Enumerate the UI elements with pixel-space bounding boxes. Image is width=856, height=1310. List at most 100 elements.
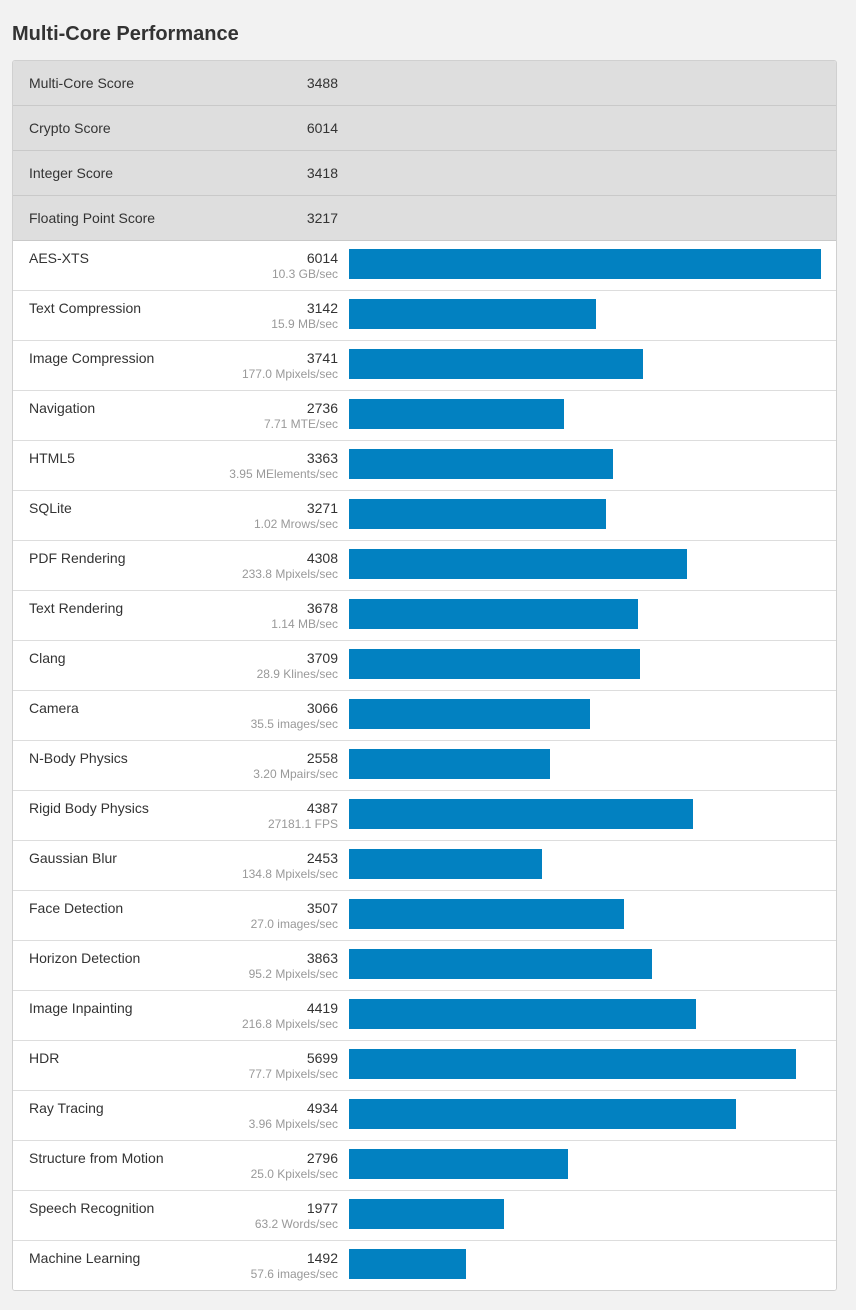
- benchmark-bar: [349, 249, 821, 279]
- bar-track: [349, 299, 821, 329]
- benchmark-bar: [349, 849, 542, 879]
- benchmark-name: PDF Rendering: [29, 550, 126, 566]
- benchmark-bar: [349, 549, 687, 579]
- benchmark-row: Rigid Body Physics 4387 27181.1 FPS: [13, 791, 836, 841]
- benchmark-list: AES-XTS 6014 10.3 GB/sec Text Compression 31…: [13, 241, 836, 1290]
- benchmark-score: 6014: [306, 250, 338, 266]
- benchmark-rate: 10.3 GB/sec: [271, 267, 338, 281]
- benchmark-row: Speech Recognition 1977 63.2 Words/sec: [13, 1191, 836, 1241]
- benchmark-row: HDR 5699 77.7 Mpixels/sec: [13, 1041, 836, 1091]
- benchmark-score: 4934: [306, 1100, 338, 1116]
- benchmark-score: 2736: [306, 400, 338, 416]
- benchmark-bar: [349, 349, 643, 379]
- benchmark-bar: [349, 599, 638, 629]
- benchmark-rate: 63.2 Words/sec: [254, 1217, 338, 1231]
- benchmark-name: Ray Tracing: [29, 1100, 104, 1116]
- bar-track: [349, 1149, 821, 1179]
- summary-label: Multi-Core Score: [29, 75, 135, 91]
- benchmark-name: Navigation: [29, 400, 96, 416]
- benchmark-bar: [349, 899, 624, 929]
- summary-label: Integer Score: [29, 165, 114, 181]
- bar-track: [349, 249, 821, 279]
- benchmark-name: HTML5: [29, 450, 75, 466]
- bar-track: [349, 499, 821, 529]
- benchmark-row: HTML5 3363 3.95 MElements/sec: [13, 441, 836, 491]
- benchmark-bar: [349, 949, 652, 979]
- benchmark-rate: 35.5 images/sec: [250, 717, 338, 731]
- benchmark-score: 3678: [306, 600, 338, 616]
- benchmark-rate: 15.9 MB/sec: [271, 317, 338, 331]
- benchmark-row: Text Rendering 3678 1.14 MB/sec: [13, 591, 836, 641]
- benchmark-bar: [349, 1049, 796, 1079]
- benchmark-bar: [349, 649, 640, 679]
- benchmark-row: Face Detection 3507 27.0 images/sec: [13, 891, 836, 941]
- summary-label: Crypto Score: [29, 120, 111, 136]
- benchmark-name: Camera: [29, 700, 79, 716]
- benchmark-row: Text Compression 3142 15.9 MB/sec: [13, 291, 836, 341]
- benchmark-name: Image Inpainting: [29, 1000, 133, 1016]
- benchmark-bar: [349, 499, 606, 529]
- benchmark-name: Structure from Motion: [29, 1150, 164, 1166]
- benchmark-rate: 95.2 Mpixels/sec: [248, 967, 338, 981]
- benchmark-rate: 77.7 Mpixels/sec: [248, 1067, 338, 1081]
- benchmark-row: Image Compression 3741 177.0 Mpixels/sec: [13, 341, 836, 391]
- page-title: Multi-Core Performance: [12, 23, 239, 45]
- bar-track: [349, 349, 821, 379]
- bar-track: [349, 949, 821, 979]
- bar-track: [349, 849, 821, 879]
- summary-label: Floating Point Score: [29, 210, 156, 226]
- benchmark-score: 2796: [306, 1150, 338, 1166]
- benchmark-score: 4387: [306, 800, 338, 816]
- benchmark-rate: 134.8 Mpixels/sec: [241, 867, 338, 881]
- bar-track: [349, 549, 821, 579]
- benchmark-bar: [349, 999, 696, 1029]
- benchmark-score: 3709: [306, 650, 338, 666]
- benchmark-row: N-Body Physics 2558 3.20 Mpairs/sec: [13, 741, 836, 791]
- benchmark-name: Face Detection: [29, 900, 124, 916]
- bar-track: [349, 399, 821, 429]
- bar-track: [349, 449, 821, 479]
- benchmark-score: 1492: [306, 1250, 338, 1266]
- summary-row-crypto: Crypto Score 6014: [13, 106, 836, 151]
- benchmark-name: Horizon Detection: [29, 950, 141, 966]
- bar-track: [349, 599, 821, 629]
- benchmark-rate: 27181.1 FPS: [267, 817, 338, 831]
- benchmark-bar: [349, 1199, 504, 1229]
- benchmark-row: Gaussian Blur 2453 134.8 Mpixels/sec: [13, 841, 836, 891]
- summary-value: 3217: [306, 210, 338, 226]
- benchmark-rate: 1.14 MB/sec: [271, 617, 338, 631]
- benchmark-rate: 27.0 images/sec: [250, 917, 338, 931]
- summary-row-integer: Integer Score 3418: [13, 151, 836, 196]
- summary-row-floating-point: Floating Point Score 3217: [13, 196, 836, 241]
- benchmark-score: 3142: [306, 300, 338, 316]
- benchmark-score: 3507: [306, 900, 338, 916]
- summary-value: 6014: [306, 120, 338, 136]
- benchmark-row: Ray Tracing 4934 3.96 Mpixels/sec: [13, 1091, 836, 1141]
- bar-track: [349, 899, 821, 929]
- benchmark-rate: 3.20 Mpairs/sec: [253, 767, 338, 781]
- benchmark-rate: 216.8 Mpixels/sec: [241, 1017, 338, 1031]
- results-table: Multi-Core Score 3488 Crypto Score 6014 …: [12, 60, 837, 1291]
- benchmark-score: 3863: [306, 950, 338, 966]
- benchmark-row: PDF Rendering 4308 233.8 Mpixels/sec: [13, 541, 836, 591]
- benchmark-row: Structure from Motion 2796 25.0 Kpixels/se…: [13, 1141, 836, 1191]
- benchmark-name: Image Compression: [29, 350, 155, 366]
- benchmark-row: Camera 3066 35.5 images/sec: [13, 691, 836, 741]
- benchmark-rate: 3.95 MElements/sec: [229, 467, 338, 481]
- benchmark-rate: 177.0 Mpixels/sec: [241, 367, 338, 381]
- bar-track: [349, 699, 821, 729]
- benchmark-name: SQLite: [29, 500, 72, 516]
- benchmark-score: 3741: [306, 350, 338, 366]
- bar-track: [349, 649, 821, 679]
- bar-track: [349, 749, 821, 779]
- bar-track: [349, 999, 821, 1029]
- benchmark-bar: [349, 799, 693, 829]
- benchmark-score: 3271: [306, 500, 338, 516]
- benchmark-name: Gaussian Blur: [29, 850, 117, 866]
- benchmark-bar: [349, 699, 590, 729]
- benchmark-rate: 7.71 MTE/sec: [263, 417, 338, 431]
- benchmark-score: 5699: [306, 1050, 338, 1066]
- benchmark-bar: [349, 749, 550, 779]
- benchmark-row: AES-XTS 6014 10.3 GB/sec: [13, 241, 836, 291]
- benchmark-bar: [349, 1149, 568, 1179]
